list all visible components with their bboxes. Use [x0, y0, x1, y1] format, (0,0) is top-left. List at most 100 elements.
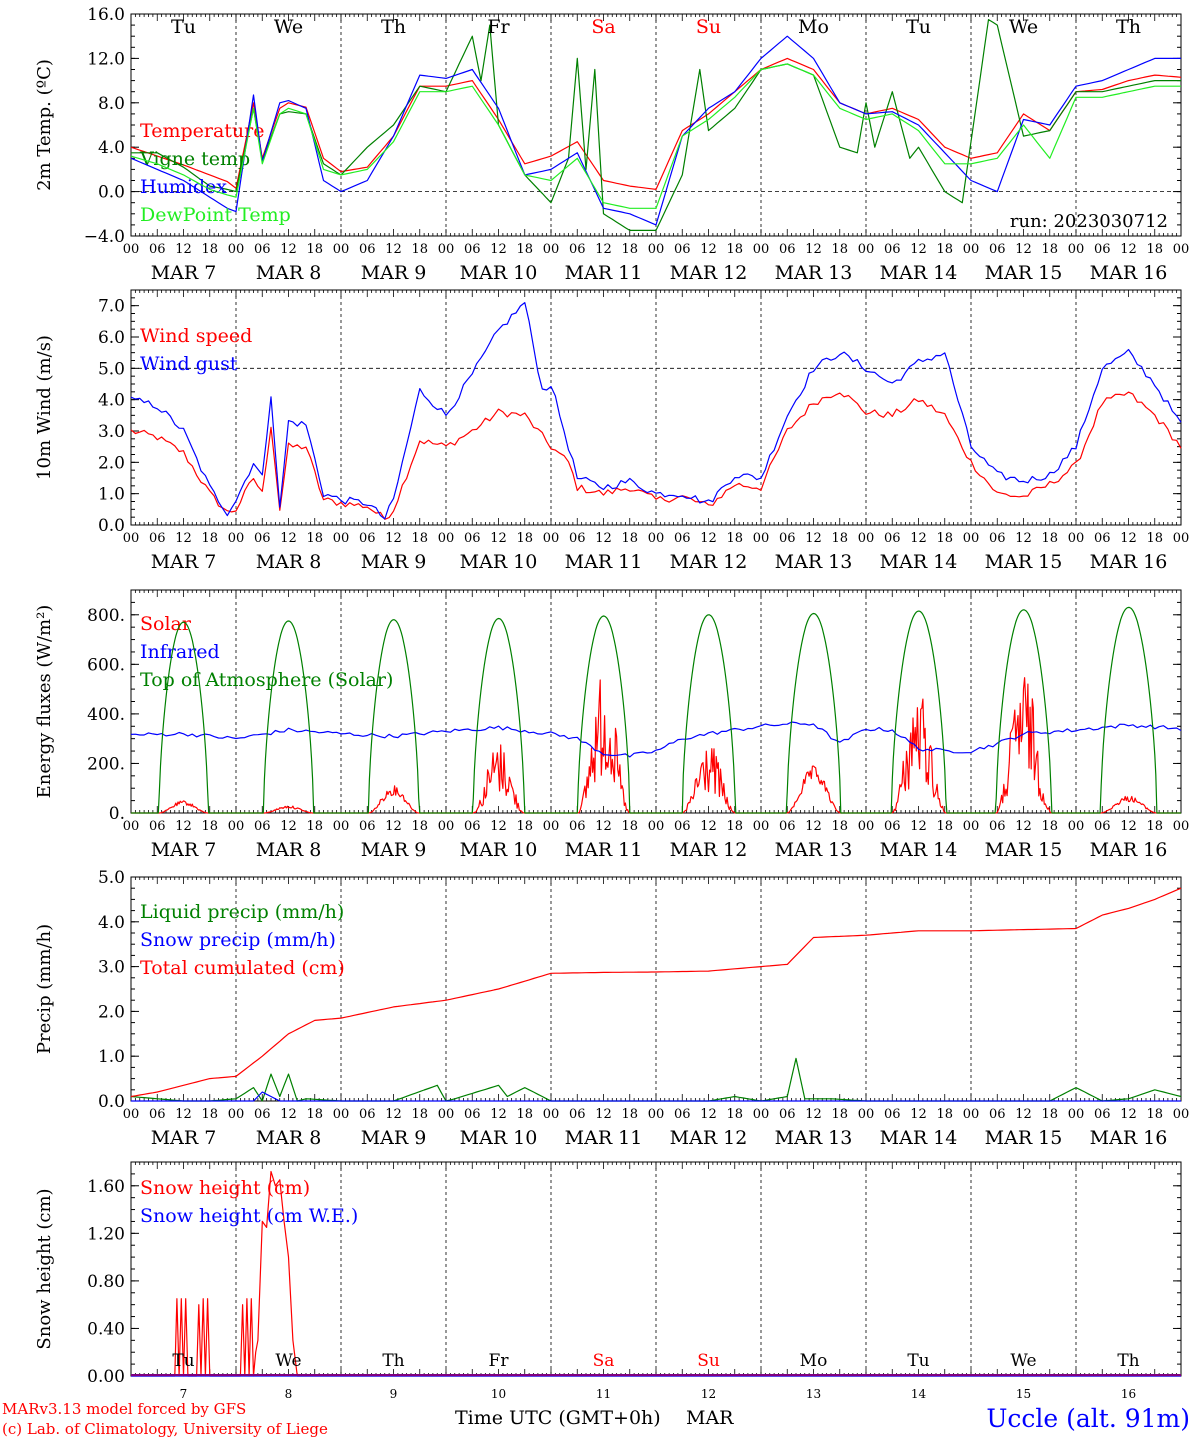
hour-label: 12	[385, 242, 402, 257]
y-tick-label: 1.20	[87, 1224, 125, 1244]
y-tick-label: 1.0	[98, 1047, 125, 1067]
hour-label: 06	[464, 819, 481, 834]
date-label: MAR 7	[151, 1127, 217, 1149]
hour-label: 06	[359, 531, 376, 546]
hour-label: 12	[595, 531, 612, 546]
date-label: MAR 16	[1090, 551, 1168, 573]
date-label: MAR 13	[775, 551, 853, 573]
date-label: MAR 15	[985, 262, 1063, 284]
date-label: MAR 16	[1090, 839, 1168, 861]
hour-label: 06	[779, 531, 796, 546]
hour-label: 00	[858, 242, 875, 257]
hour-label: 18	[936, 242, 953, 257]
series-temperature	[130, 57, 1182, 190]
day-number-label: 15	[1016, 1387, 1031, 1401]
legend-solar: Solar	[140, 613, 192, 635]
y-tick-label: 6.0	[98, 328, 125, 348]
hour-label: 18	[1041, 531, 1058, 546]
hour-label: 06	[569, 1107, 586, 1122]
hour-label: 00	[123, 1107, 140, 1122]
hour-label: 18	[411, 242, 428, 257]
hour-label: 18	[306, 1107, 323, 1122]
series-infrared	[130, 721, 1182, 758]
legend-wind-speed: Wind speed	[140, 325, 252, 347]
hour-label: 00	[963, 819, 980, 834]
y-tick-label: −4.0	[84, 227, 125, 247]
hour-label: 06	[569, 531, 586, 546]
day-number-label: 16	[1121, 1387, 1136, 1401]
hour-label: 00	[543, 819, 560, 834]
hour-label: 06	[569, 242, 586, 257]
hour-label: 06	[884, 1107, 901, 1122]
hour-label: 00	[1173, 242, 1190, 257]
hour-label: 12	[700, 1107, 717, 1122]
y-tick-label: 0.40	[87, 1319, 125, 1339]
hour-label: 06	[779, 819, 796, 834]
lab-credit: (c) Lab. of Climatology, University of L…	[2, 1420, 328, 1438]
hour-label: 18	[621, 242, 638, 257]
date-label: MAR 11	[565, 839, 643, 861]
hour-label: 00	[753, 531, 770, 546]
hour-label: 06	[1094, 531, 1111, 546]
series-humidex	[130, 35, 1181, 226]
day-number-label: 14	[911, 1387, 927, 1401]
hour-label: 00	[123, 242, 140, 257]
run-label: run: 2023030712	[1010, 211, 1168, 232]
series-top-of-atmosphere-solar	[131, 606, 1181, 814]
hour-label: 00	[228, 531, 245, 546]
hour-label: 00	[438, 531, 455, 546]
date-label: MAR 12	[670, 839, 748, 861]
date-label: MAR 10	[460, 1127, 538, 1149]
hour-label: 00	[123, 531, 140, 546]
hour-label: 18	[621, 1107, 638, 1122]
date-label: MAR 14	[880, 262, 958, 284]
hour-label: 18	[726, 242, 743, 257]
day-number-label: 11	[596, 1387, 611, 1401]
hour-label: 06	[674, 819, 691, 834]
hour-label: 18	[831, 531, 848, 546]
hour-label: 12	[490, 819, 507, 834]
hour-label: 06	[779, 1107, 796, 1122]
hour-label: 06	[359, 1107, 376, 1122]
day-label: Sa	[591, 16, 615, 38]
hour-label: 06	[1094, 242, 1111, 257]
hour-label: 06	[464, 531, 481, 546]
series-dewpoint-temp	[130, 63, 1181, 209]
hour-label: 12	[490, 531, 507, 546]
date-label: MAR 10	[460, 262, 538, 284]
hour-label: 12	[595, 242, 612, 257]
y-tick-label: 0.	[109, 804, 125, 824]
day-label: Fr	[487, 16, 510, 38]
y-tick-label: 7.0	[98, 297, 125, 317]
hour-label: 00	[648, 1107, 665, 1122]
hour-label: 18	[306, 531, 323, 546]
hour-label: 00	[648, 242, 665, 257]
day-label: Su	[696, 16, 721, 38]
legend-top-of-atmosphere-solar: Top of Atmosphere (Solar)	[140, 669, 393, 691]
hour-label: 18	[516, 819, 533, 834]
hour-label: 12	[280, 1107, 297, 1122]
panel-1: −4.0 0.0 4.0 8.0 12.0 16.0 2m Temp. (ºC) 00 06 12…	[34, 5, 1189, 284]
hour-label: 00	[963, 531, 980, 546]
y-tick-label: 1.60	[87, 1177, 125, 1197]
y-axis-label: 2m Temp. (ºC)	[34, 59, 55, 191]
y-tick-label: 8.0	[98, 94, 125, 114]
day-label: Th	[381, 16, 406, 38]
hour-label: 12	[1120, 531, 1137, 546]
hour-label: 12	[805, 1107, 822, 1122]
date-label: MAR 12	[670, 262, 748, 284]
y-tick-label: 4.0	[98, 391, 125, 411]
y-tick-label: 800.	[87, 606, 125, 626]
hour-label: 18	[831, 819, 848, 834]
hour-label: 18	[831, 242, 848, 257]
hour-label: 00	[1173, 819, 1190, 834]
series-solar	[131, 677, 1181, 814]
date-label: MAR 8	[256, 262, 322, 284]
hour-label: 00	[333, 819, 350, 834]
hour-label: 06	[884, 242, 901, 257]
day-label-bottom: We	[1010, 1351, 1036, 1371]
y-tick-label: 5.0	[98, 359, 125, 379]
hour-label: 18	[621, 531, 638, 546]
hour-label: 06	[989, 1107, 1006, 1122]
day-label-bottom: Fr	[489, 1351, 510, 1371]
